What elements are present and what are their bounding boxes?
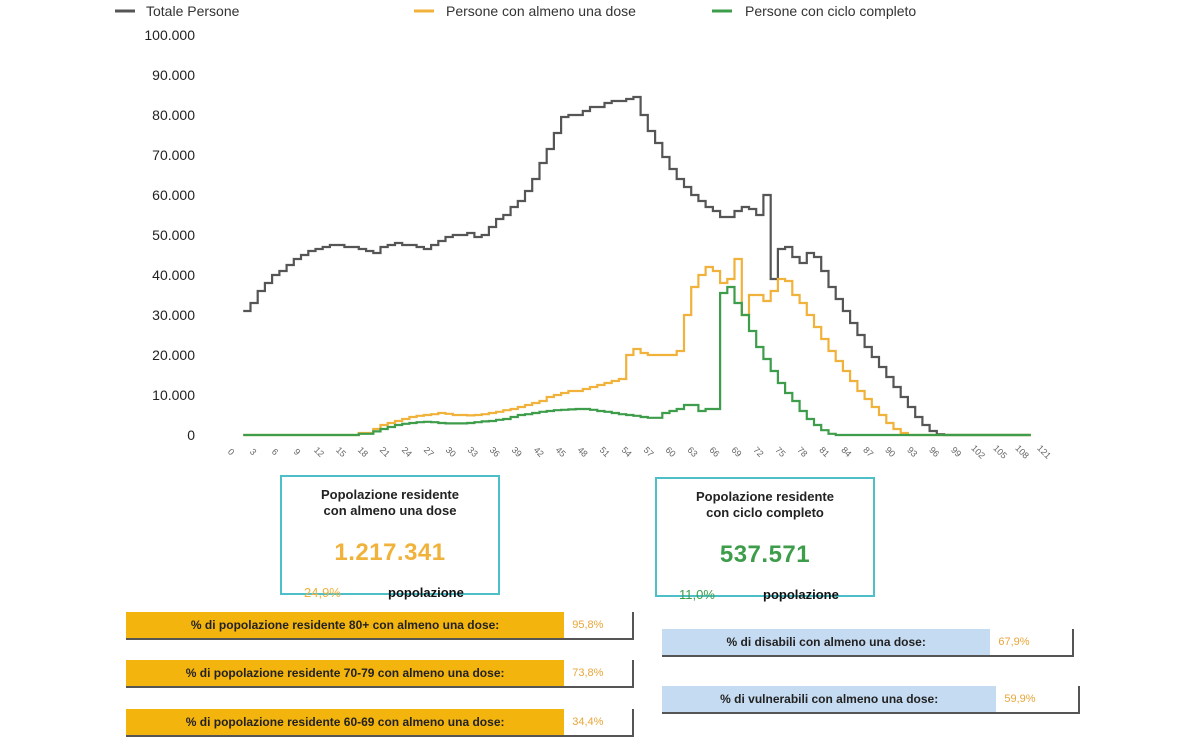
bar-value: 95,8% bbox=[564, 612, 632, 638]
x-tick-label: 36 bbox=[488, 445, 502, 459]
kpi-title: Popolazione residente con ciclo completo bbox=[657, 489, 873, 521]
y-tick-label: 90.000 bbox=[152, 67, 195, 83]
kpi-population-label: popolazione bbox=[388, 585, 464, 600]
legend: Totale Persone Persone con almeno una do… bbox=[115, 3, 916, 19]
x-tick-label: 102 bbox=[969, 443, 987, 461]
y-axis-ticks: 0 10.000 20.000 30.000 40.000 50.000 60.000 70.… bbox=[144, 27, 195, 443]
bar-label: % di disabili con almeno una dose: bbox=[662, 629, 991, 655]
kpi-value: 537.571 bbox=[719, 541, 811, 568]
y-tick-label: 0 bbox=[187, 427, 195, 443]
legend-label-totale: Totale Persone bbox=[146, 3, 240, 19]
x-tick-label: 51 bbox=[598, 445, 612, 459]
x-tick-label: 48 bbox=[576, 445, 590, 459]
y-tick-label: 10.000 bbox=[152, 387, 195, 403]
age-bar-60-69: % di popolazione residente 60-69 con alm… bbox=[126, 709, 634, 737]
x-tick-label: 18 bbox=[356, 445, 370, 459]
y-tick-label: 60.000 bbox=[152, 187, 195, 203]
x-tick-label: 24 bbox=[400, 445, 414, 459]
y-tick-label: 50.000 bbox=[152, 227, 195, 243]
x-tick-label: 108 bbox=[1013, 443, 1031, 461]
series-layer bbox=[243, 95, 1031, 437]
x-tick-label: 96 bbox=[927, 445, 941, 459]
bar-label: % di popolazione residente 60-69 con alm… bbox=[126, 709, 565, 735]
kpi-title-line1: Popolazione residente bbox=[321, 487, 459, 502]
x-tick-label: 9 bbox=[292, 447, 303, 458]
kpi-title-line2: con almeno una dose bbox=[323, 503, 457, 518]
legend-label-almeno: Persone con almeno una dose bbox=[446, 3, 636, 19]
x-tick-label: 30 bbox=[444, 445, 458, 459]
kpi-value: 1.217.341 bbox=[334, 539, 446, 566]
bar-label: % di popolazione residente 70-79 con alm… bbox=[126, 660, 565, 686]
y-tick-label: 100.000 bbox=[144, 27, 195, 43]
x-tick-label: 27 bbox=[422, 445, 436, 459]
x-tick-label: 33 bbox=[466, 445, 480, 459]
x-tick-label: 45 bbox=[554, 445, 568, 459]
x-tick-label: 3 bbox=[248, 447, 259, 458]
line-chart: Totale Persone Persone con almeno una do… bbox=[115, 3, 1053, 461]
age-bar-70-79: % di popolazione residente 70-79 con alm… bbox=[126, 660, 634, 688]
x-tick-label: 78 bbox=[795, 445, 809, 459]
x-tick-label: 6 bbox=[270, 447, 281, 458]
x-tick-label: 84 bbox=[839, 445, 853, 459]
group-bar-vulnerabili: % di vulnerabili con almeno una dose: 59… bbox=[662, 686, 1080, 714]
x-tick-label: 99 bbox=[949, 445, 963, 459]
bar-value: 59,9% bbox=[996, 686, 1078, 712]
x-tick-label: 81 bbox=[817, 445, 831, 459]
kpi-title-line2: con ciclo completo bbox=[706, 505, 824, 520]
x-tick-label: 75 bbox=[773, 445, 787, 459]
x-tick-label: 54 bbox=[620, 445, 634, 459]
x-tick-label: 57 bbox=[642, 445, 656, 459]
series-line-almeno-una-dose bbox=[243, 257, 1031, 437]
legend-label-completo: Persone con ciclo completo bbox=[745, 3, 916, 19]
x-tick-label: 72 bbox=[751, 445, 765, 459]
series-line-totale-persone bbox=[243, 95, 1031, 437]
kpi-percentage: 11,0% bbox=[679, 587, 715, 602]
x-tick-label: 42 bbox=[532, 445, 546, 459]
x-tick-label: 21 bbox=[378, 445, 392, 459]
x-tick-label: 60 bbox=[664, 445, 678, 459]
y-tick-label: 70.000 bbox=[152, 147, 195, 163]
bar-value: 67,9% bbox=[990, 629, 1072, 655]
kpi-title-line1: Popolazione residente bbox=[696, 489, 834, 504]
x-tick-label: 12 bbox=[312, 445, 326, 459]
bar-value: 73,8% bbox=[564, 660, 632, 686]
kpi-title: Popolazione residente con almeno una dos… bbox=[282, 487, 498, 519]
y-tick-label: 40.000 bbox=[152, 267, 195, 283]
x-tick-label: 63 bbox=[685, 445, 699, 459]
kpi-ciclo-completo: Popolazione residente con ciclo completo… bbox=[655, 477, 875, 602]
group-bar-disabili: % di disabili con almeno una dose: 67,9% bbox=[662, 629, 1074, 657]
kpi-almeno-una-dose: Popolazione residente con almeno una dos… bbox=[280, 475, 500, 600]
y-tick-label: 30.000 bbox=[152, 307, 195, 323]
x-tick-label: 121 bbox=[1035, 443, 1053, 461]
kpi-population-label: popolazione bbox=[763, 587, 839, 602]
x-tick-label: 15 bbox=[334, 445, 348, 459]
kpi-percentage: 24,9% bbox=[304, 585, 341, 600]
x-tick-label: 87 bbox=[861, 445, 875, 459]
bar-label: % di vulnerabili con almeno una dose: bbox=[662, 686, 997, 712]
x-tick-label: 93 bbox=[905, 445, 919, 459]
x-tick-label: 69 bbox=[729, 445, 743, 459]
y-tick-label: 80.000 bbox=[152, 107, 195, 123]
x-tick-label: 66 bbox=[707, 445, 721, 459]
bar-value: 34,4% bbox=[564, 709, 632, 735]
series-line-ciclo-completo bbox=[243, 285, 1031, 437]
x-tick-label: 105 bbox=[991, 443, 1009, 461]
x-tick-label: 90 bbox=[883, 445, 897, 459]
y-tick-label: 20.000 bbox=[152, 347, 195, 363]
age-bar-80plus: % di popolazione residente 80+ con almen… bbox=[126, 612, 634, 640]
x-tick-label: 39 bbox=[510, 445, 524, 459]
x-axis-ticks: 0 3 6 9 12 15 18 21 24 27 30 33 36 39 42 45 48 51 54 57 60 63… bbox=[226, 443, 1053, 461]
x-tick-label: 0 bbox=[226, 447, 237, 458]
bar-label: % di popolazione residente 80+ con almen… bbox=[126, 612, 565, 638]
